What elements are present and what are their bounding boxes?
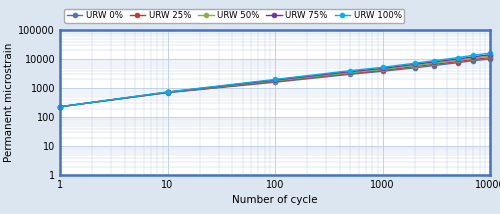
URW 25% <box>470 58 476 61</box>
URW 100% <box>454 56 460 59</box>
URW 100% <box>487 52 493 54</box>
URW 25% <box>454 60 460 63</box>
Line: URW 75%: URW 75% <box>58 52 492 109</box>
URW 100% <box>57 106 63 108</box>
URW 100% <box>431 59 437 62</box>
URW 50% <box>470 57 476 59</box>
URW 75% <box>454 58 460 60</box>
URW 50% <box>412 64 418 67</box>
URW 25% <box>164 91 170 94</box>
URW 75% <box>487 54 493 56</box>
URW 100% <box>380 66 386 69</box>
URW 0% <box>57 106 63 108</box>
URW 50% <box>347 71 353 74</box>
URW 25% <box>347 72 353 75</box>
X-axis label: Number of cycle: Number of cycle <box>232 195 318 205</box>
URW 75% <box>164 91 170 94</box>
URW 100% <box>272 78 278 81</box>
URW 25% <box>431 63 437 66</box>
URW 75% <box>412 63 418 66</box>
URW 100% <box>412 62 418 64</box>
Line: URW 25%: URW 25% <box>58 55 492 109</box>
URW 0% <box>164 91 170 94</box>
URW 25% <box>412 65 418 68</box>
URW 100% <box>347 69 353 72</box>
Line: URW 100%: URW 100% <box>58 51 492 109</box>
URW 75% <box>57 106 63 108</box>
URW 75% <box>347 70 353 73</box>
URW 0% <box>380 70 386 73</box>
URW 0% <box>347 73 353 76</box>
URW 50% <box>380 68 386 71</box>
URW 0% <box>431 64 437 67</box>
URW 75% <box>431 61 437 63</box>
URW 0% <box>272 81 278 83</box>
URW 50% <box>454 59 460 62</box>
URW 25% <box>272 80 278 83</box>
URW 0% <box>487 58 493 60</box>
URW 50% <box>164 91 170 94</box>
URW 50% <box>431 62 437 64</box>
URW 50% <box>487 55 493 58</box>
URW 0% <box>470 59 476 62</box>
URW 75% <box>380 67 386 70</box>
URW 50% <box>57 106 63 108</box>
Line: URW 50%: URW 50% <box>58 54 492 109</box>
URW 100% <box>164 91 170 93</box>
URW 75% <box>272 79 278 81</box>
URW 25% <box>380 69 386 72</box>
URW 100% <box>470 54 476 56</box>
URW 0% <box>412 67 418 69</box>
URW 0% <box>454 61 460 64</box>
URW 50% <box>272 79 278 82</box>
Line: URW 0%: URW 0% <box>58 57 492 109</box>
URW 75% <box>470 55 476 58</box>
Y-axis label: Permanent microstrain: Permanent microstrain <box>4 43 14 162</box>
Legend: URW 0%, URW 25%, URW 50%, URW 75%, URW 100%: URW 0%, URW 25%, URW 50%, URW 75%, URW 1… <box>64 9 404 23</box>
URW 25% <box>57 106 63 108</box>
URW 25% <box>487 56 493 59</box>
